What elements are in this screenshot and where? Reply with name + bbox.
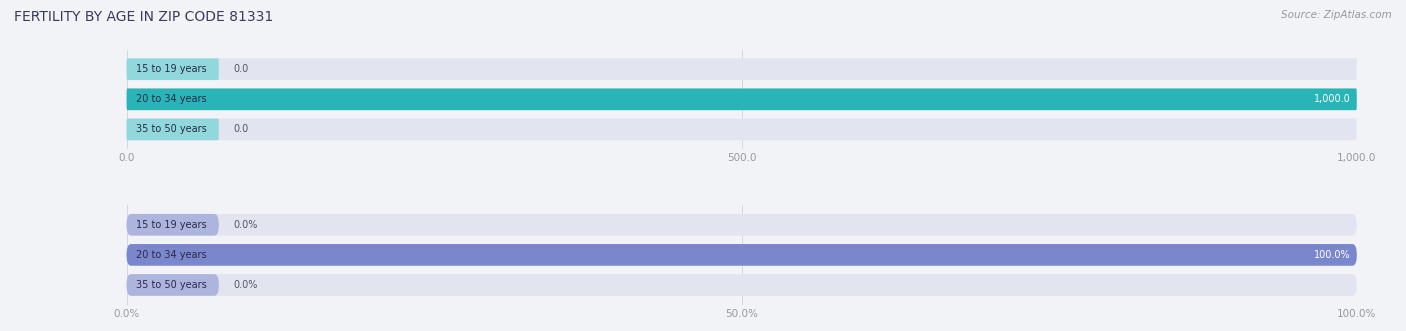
FancyBboxPatch shape	[127, 88, 1357, 110]
FancyBboxPatch shape	[127, 274, 219, 296]
Text: FERTILITY BY AGE IN ZIP CODE 81331: FERTILITY BY AGE IN ZIP CODE 81331	[14, 10, 273, 24]
Text: Source: ZipAtlas.com: Source: ZipAtlas.com	[1281, 10, 1392, 20]
FancyBboxPatch shape	[127, 118, 219, 140]
Text: 0.0: 0.0	[233, 124, 249, 134]
Text: 20 to 34 years: 20 to 34 years	[136, 250, 207, 260]
Text: 15 to 19 years: 15 to 19 years	[136, 220, 207, 230]
Text: 35 to 50 years: 35 to 50 years	[136, 280, 207, 290]
FancyBboxPatch shape	[127, 118, 1357, 140]
Text: 0.0%: 0.0%	[233, 220, 257, 230]
FancyBboxPatch shape	[127, 244, 1357, 266]
Text: 35 to 50 years: 35 to 50 years	[136, 124, 207, 134]
Text: 20 to 34 years: 20 to 34 years	[136, 94, 207, 104]
FancyBboxPatch shape	[127, 58, 219, 80]
Text: 100.0%: 100.0%	[1315, 250, 1351, 260]
FancyBboxPatch shape	[127, 88, 1357, 110]
FancyBboxPatch shape	[127, 244, 1357, 266]
FancyBboxPatch shape	[127, 274, 1357, 296]
Text: 0.0%: 0.0%	[233, 280, 257, 290]
Text: 0.0: 0.0	[233, 64, 249, 74]
FancyBboxPatch shape	[127, 214, 219, 236]
Text: 1,000.0: 1,000.0	[1313, 94, 1351, 104]
FancyBboxPatch shape	[127, 214, 1357, 236]
FancyBboxPatch shape	[127, 58, 1357, 80]
Text: 15 to 19 years: 15 to 19 years	[136, 64, 207, 74]
